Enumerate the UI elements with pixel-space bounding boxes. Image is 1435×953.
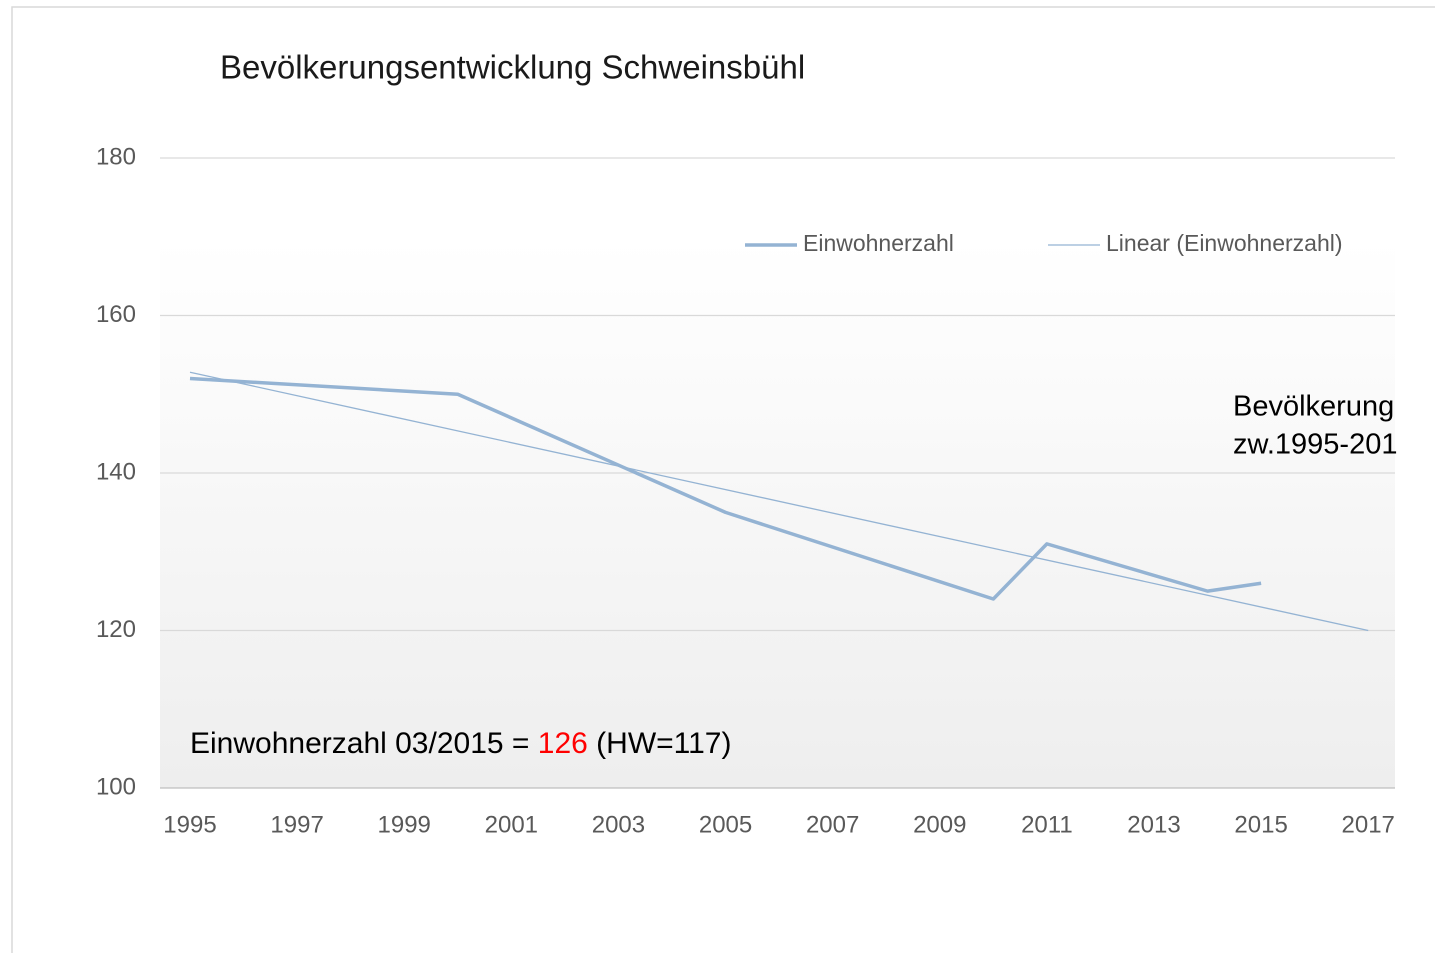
y-tick-label: 160 (96, 301, 136, 328)
x-tick-label: 2013 (1127, 811, 1180, 838)
x-tick-label: 2017 (1342, 811, 1395, 838)
annotation-text: (HW=117) (588, 727, 732, 760)
x-tick-label: 2011 (1021, 811, 1073, 838)
legend-label: Linear (Einwohnerzahl) (1106, 230, 1343, 256)
x-tick-label: 2001 (485, 811, 538, 838)
plot-area (160, 240, 1395, 788)
legend-label: Einwohnerzahl (803, 230, 954, 256)
x-tick-label: 2005 (699, 811, 752, 838)
x-tick-label: 1995 (163, 811, 216, 838)
trend-line (189, 371, 1369, 632)
y-tick-label: 180 (96, 143, 136, 170)
x-tick-label: 2007 (806, 811, 859, 838)
annotation-highlight: 126 (538, 727, 588, 760)
y-tick-label: 120 (96, 616, 136, 643)
data-line (189, 376, 1262, 601)
y-tick-label: 100 (96, 773, 136, 800)
annotation-text: Einwohnerzahl 03/2015 = (190, 727, 538, 760)
chart-border (11, 6, 1435, 953)
x-tick-label: 2003 (592, 811, 645, 838)
annotation: Einwohnerzahl 03/2015 = 126 (HW=117) (190, 727, 731, 760)
side-note: Bevölkerung (1233, 391, 1394, 423)
chart-title: Bevölkerungsentwicklung Schweinsbühl (220, 49, 805, 86)
x-tick-label: 2009 (913, 811, 966, 838)
x-tick-label: 1997 (270, 811, 323, 838)
x-tick-label: 2015 (1234, 811, 1287, 838)
side-note: zw.1995-201 (1233, 429, 1397, 461)
y-tick-label: 140 (96, 458, 136, 485)
x-tick-label: 1999 (378, 811, 431, 838)
